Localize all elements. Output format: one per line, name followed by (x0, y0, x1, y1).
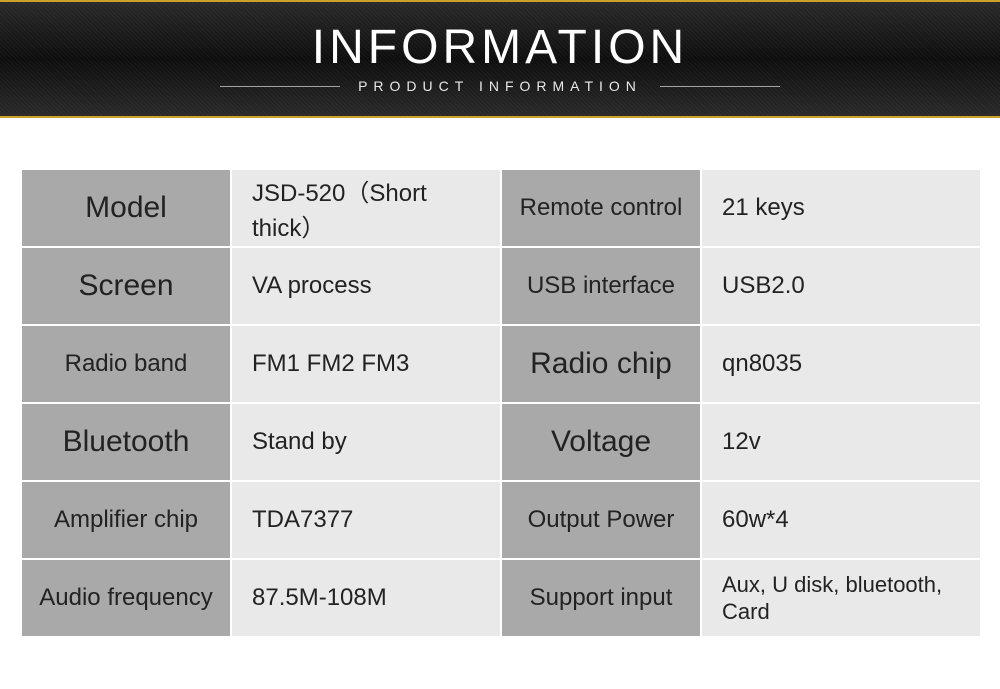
spec-label-radioband: Radio band (21, 325, 231, 403)
header-banner: INFORMATION PRODUCT INFORMATION (0, 0, 1000, 118)
table-row: Bluetooth Stand by Voltage 12v (21, 403, 981, 481)
table-row: Audio frequency 87.5M-108M Support input… (21, 559, 981, 637)
spec-label-remote: Remote control (501, 169, 701, 247)
spec-table-container: Model JSD-520（Short thick） Remote contro… (20, 168, 980, 638)
rule-right (660, 86, 780, 87)
spec-label-ampchip: Amplifier chip (21, 481, 231, 559)
table-row: Radio band FM1 FM2 FM3 Radio chip qn8035 (21, 325, 981, 403)
spec-label-screen: Screen (21, 247, 231, 325)
spec-label-model: Model (21, 169, 231, 247)
spec-value-outpower: 60w*4 (701, 481, 981, 559)
spec-value-bluetooth: Stand by (231, 403, 501, 481)
spec-value-usb: USB2.0 (701, 247, 981, 325)
spec-value-ampchip: TDA7377 (231, 481, 501, 559)
rule-left (220, 86, 340, 87)
spec-value-model: JSD-520（Short thick） (231, 169, 501, 247)
spec-label-support: Support input (501, 559, 701, 637)
table-row: Amplifier chip TDA7377 Output Power 60w*… (21, 481, 981, 559)
banner-subtitle: PRODUCT INFORMATION (358, 78, 642, 94)
spec-label-bluetooth: Bluetooth (21, 403, 231, 481)
table-row: Screen VA process USB interface USB2.0 (21, 247, 981, 325)
spec-label-audiofreq: Audio frequency (21, 559, 231, 637)
spec-label-usb: USB interface (501, 247, 701, 325)
spec-table: Model JSD-520（Short thick） Remote contro… (20, 168, 982, 638)
spec-label-outpower: Output Power (501, 481, 701, 559)
spec-value-voltage: 12v (701, 403, 981, 481)
spec-value-remote: 21 keys (701, 169, 981, 247)
banner-title: INFORMATION (312, 24, 688, 72)
spec-value-support: Aux, U disk, bluetooth, Card (701, 559, 981, 637)
spec-label-voltage: Voltage (501, 403, 701, 481)
banner-subtitle-wrap: PRODUCT INFORMATION (220, 78, 780, 94)
table-row: Model JSD-520（Short thick） Remote contro… (21, 169, 981, 247)
spec-value-radioband: FM1 FM2 FM3 (231, 325, 501, 403)
spec-value-audiofreq: 87.5M-108M (231, 559, 501, 637)
spec-label-radiochip: Radio chip (501, 325, 701, 403)
spec-value-screen: VA process (231, 247, 501, 325)
spec-value-radiochip: qn8035 (701, 325, 981, 403)
